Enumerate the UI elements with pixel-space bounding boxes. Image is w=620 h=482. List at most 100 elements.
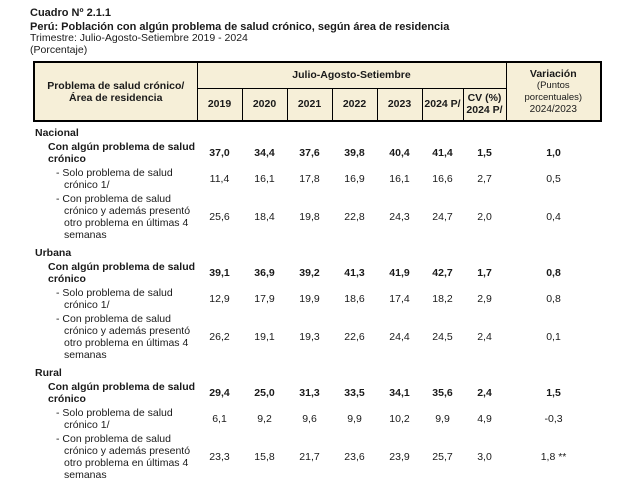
value-cell: 39,2	[299, 267, 320, 279]
value-cell: 25,7	[432, 451, 453, 463]
value-cell: 31,3	[299, 387, 320, 399]
variation-cell: -0,3	[544, 413, 563, 425]
value-cell: 40,4	[389, 147, 410, 159]
year-header-2022: 2022	[331, 87, 378, 122]
value-cell: 9,9	[435, 413, 450, 425]
variation-cell: 1,8 **	[540, 451, 567, 463]
cv-value-cell: 3,0	[477, 451, 492, 463]
value-cell: 19,3	[299, 331, 320, 343]
row-label: - Con problema de salud crónico y además…	[56, 193, 191, 241]
table-row: - Con problema de salud crónico y además…	[34, 192, 601, 242]
value-cell: 17,4	[389, 293, 410, 305]
value-cell: 21,7	[299, 451, 320, 463]
value-cell: 34,1	[389, 387, 410, 399]
value-cell: 36,9	[254, 267, 275, 279]
table-row: - Solo problema de salud crónico 1/ 11,4…	[34, 166, 601, 192]
section-row-urbana: Urbana	[34, 242, 601, 260]
year-header-2020: 2020	[241, 87, 288, 122]
value-cell: 9,2	[257, 413, 272, 425]
section-row-rural: Rural	[34, 362, 601, 380]
variation-cell: 0,4	[546, 211, 561, 223]
cv-value-cell: 1,5	[477, 147, 492, 159]
cv-value-cell: 4,9	[477, 413, 492, 425]
statistics-table: Problema de salud crónico/ Área de resid…	[33, 61, 602, 482]
value-cell: 19,9	[299, 293, 320, 305]
table-row: - Solo problema de salud crónico 1/ 6,1 …	[34, 406, 601, 432]
variation-cell: 0,8	[546, 267, 561, 279]
value-cell: 24,4	[389, 331, 410, 343]
section-label: Rural	[35, 367, 62, 379]
value-cell: 35,6	[432, 387, 453, 399]
value-cell: 19,1	[254, 331, 275, 343]
table-row: - Con problema de salud crónico y además…	[34, 432, 601, 482]
section-label: Urbana	[35, 247, 72, 259]
value-cell: 39,8	[344, 147, 365, 159]
value-cell: 18,2	[432, 293, 453, 305]
table-row: Con algún problema de salud crónico 29,4…	[34, 380, 601, 406]
variation-cell: 1,0	[546, 147, 561, 159]
value-cell: 37,6	[299, 147, 320, 159]
year-header-2023: 2023	[376, 87, 423, 122]
variation-title: Variación	[529, 67, 577, 80]
value-cell: 23,6	[344, 451, 365, 463]
value-cell: 33,5	[344, 387, 365, 399]
value-cell: 26,2	[209, 331, 230, 343]
value-cell: 25,0	[254, 387, 275, 399]
variation-cell: 1,5	[546, 387, 561, 399]
unit-label: (Porcentaje)	[30, 43, 88, 56]
row-label: Con algún problema de salud crónico	[48, 141, 196, 165]
value-cell: 12,9	[209, 293, 230, 305]
year-header-2024: 2024 P/	[421, 87, 464, 122]
header-cell-variation: Variación (Puntos porcentuales) 2024/202…	[505, 61, 602, 122]
table-row: Con algún problema de salud crónico 37,0…	[34, 140, 601, 166]
cv-header-line1: CV (%)	[467, 92, 502, 105]
value-cell: 16,6	[432, 173, 453, 185]
value-cell: 22,6	[344, 331, 365, 343]
variation-cell: 0,1	[546, 331, 561, 343]
cv-value-cell: 2,9	[477, 293, 492, 305]
value-cell: 24,7	[432, 211, 453, 223]
cv-value-cell: 2,0	[477, 211, 492, 223]
table-body: Nacional Con algún problema de salud cró…	[34, 121, 601, 482]
header-cell-row-dimension: Problema de salud crónico/ Área de resid…	[33, 61, 198, 122]
cv-value-cell: 2,7	[477, 173, 492, 185]
year-header-2019: 2019	[196, 87, 243, 122]
value-cell: 24,3	[389, 211, 410, 223]
header-left-line1: Problema de salud crónico/	[47, 79, 185, 92]
value-cell: 16,9	[344, 173, 365, 185]
value-cell: 23,3	[209, 451, 230, 463]
cv-value-cell: 2,4	[477, 331, 492, 343]
variation-years: 2024/2023	[529, 103, 577, 115]
table-subtitle: Perú: Población con algún problema de sa…	[30, 21, 450, 33]
row-label: - Solo problema de salud crónico 1/	[56, 287, 173, 311]
value-cell: 34,4	[254, 147, 275, 159]
row-label: Con algún problema de salud crónico	[48, 261, 196, 285]
table-number-title: Cuadro Nº 2.1.1	[30, 7, 112, 19]
row-label: Con algún problema de salud crónico	[48, 381, 196, 405]
variation-cell: 0,5	[546, 173, 561, 185]
value-cell: 9,9	[347, 413, 362, 425]
cv-value-cell: 2,4	[477, 387, 492, 399]
header-left-line2: Área de residencia	[69, 91, 163, 104]
value-cell: 16,1	[389, 173, 410, 185]
value-cell: 29,4	[209, 387, 230, 399]
row-label: - Con problema de salud crónico y además…	[56, 313, 191, 361]
variation-unit: (Puntos porcentuales)	[524, 79, 583, 103]
row-label: - Con problema de salud crónico y además…	[56, 433, 191, 481]
value-cell: 39,1	[209, 267, 230, 279]
cv-header: CV (%) 2024 P/	[462, 87, 507, 122]
cv-header-line2: 2024 P/	[466, 104, 503, 117]
value-cell: 16,1	[254, 173, 275, 185]
table-row: Con algún problema de salud crónico 39,1…	[34, 260, 601, 286]
value-cell: 17,8	[299, 173, 320, 185]
value-cell: 19,8	[299, 211, 320, 223]
value-cell: 18,6	[344, 293, 365, 305]
value-cell: 15,8	[254, 451, 275, 463]
value-cell: 6,1	[212, 413, 227, 425]
section-row-nacional: Nacional	[34, 121, 601, 140]
variation-cell: 0,8	[546, 293, 561, 305]
year-header-2021: 2021	[286, 87, 333, 122]
value-cell: 41,4	[432, 147, 453, 159]
value-cell: 24,5	[432, 331, 453, 343]
